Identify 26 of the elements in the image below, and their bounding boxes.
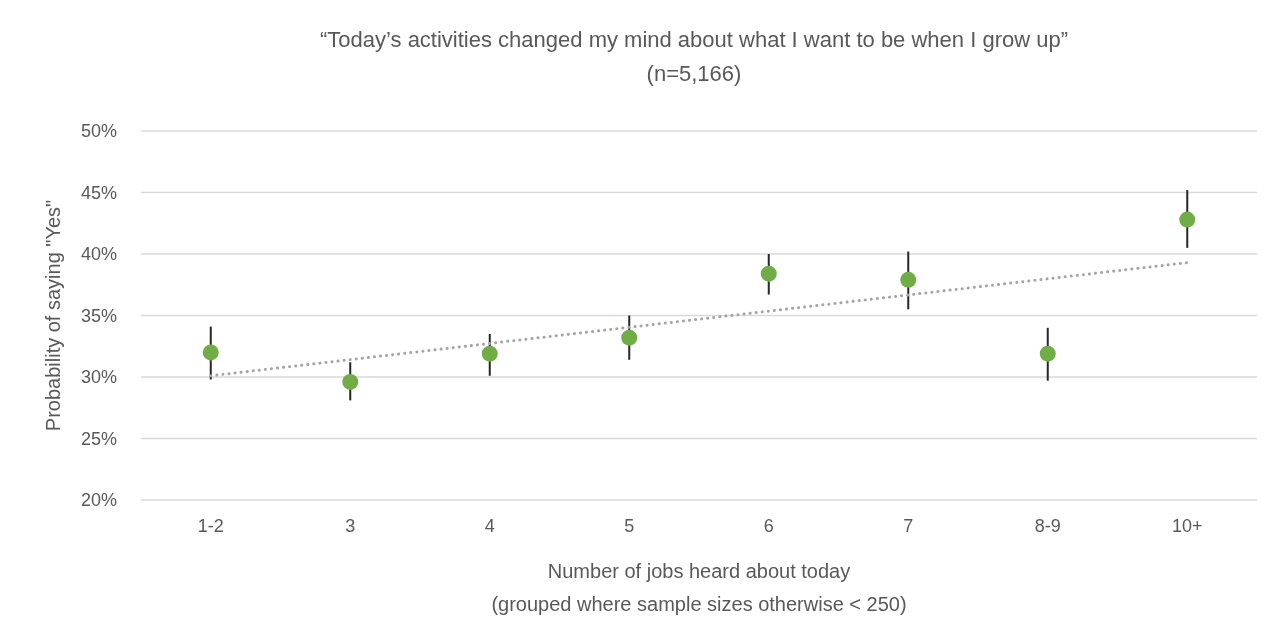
- point: [481, 345, 498, 362]
- point: [621, 329, 638, 346]
- y-tick-label: 35%: [80, 305, 117, 326]
- y-tick-label: 40%: [80, 244, 117, 265]
- y-axis-title: Probability of saying "Yes": [42, 199, 64, 432]
- point: [202, 344, 219, 361]
- y-tick-label: 45%: [80, 182, 117, 203]
- x-tick-label: 1-2: [197, 516, 224, 536]
- point: [1179, 211, 1196, 228]
- y-tick-label: 50%: [80, 121, 117, 142]
- x-tick-label: 5: [624, 516, 635, 536]
- x-tick-label: 7: [903, 516, 914, 536]
- x-tick-label: 4: [484, 516, 495, 536]
- x-tick-label: 6: [763, 516, 774, 536]
- point: [1039, 345, 1056, 362]
- y-tick-label: 30%: [80, 367, 117, 388]
- y-tick-label: 25%: [80, 428, 117, 449]
- y-tick-label: 20%: [80, 490, 117, 511]
- x-axis-title: Number of jobs heard about today (grouped where sample sizes otherwise < 250): [491, 560, 907, 615]
- x-tick-label: 10+: [1171, 516, 1203, 536]
- point: [760, 265, 777, 282]
- point: [900, 271, 917, 288]
- x-tick-label: 3: [345, 516, 356, 536]
- x-tick-label: 8-9: [1034, 516, 1061, 536]
- chart-title: “Today’s activities changed my mind about what I want to be when I grow up” (n=5,166): [320, 27, 1068, 86]
- point: [342, 373, 359, 390]
